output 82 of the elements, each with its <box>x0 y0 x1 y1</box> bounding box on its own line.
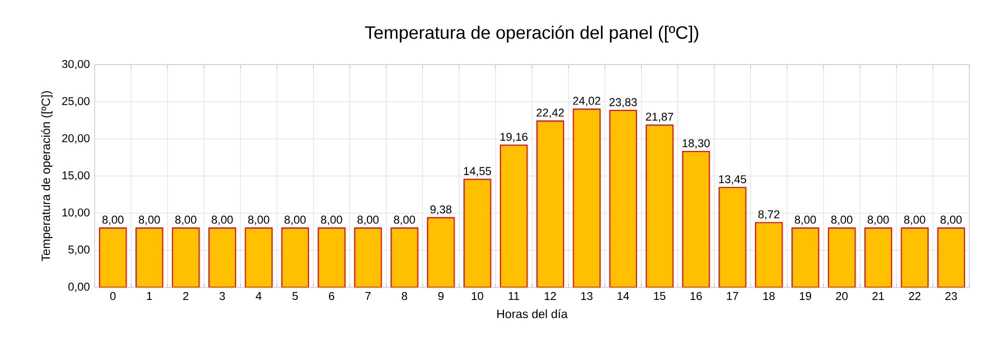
x-tick-label: 8 <box>402 292 408 300</box>
y-tick-label: 30,00 <box>62 60 90 70</box>
data-label: 8,00 <box>831 216 852 226</box>
y-tick-label: 15,00 <box>62 171 90 181</box>
x-tick-label: 17 <box>727 292 738 300</box>
data-label: 8,00 <box>940 216 962 226</box>
data-label: 19,16 <box>500 132 528 142</box>
x-tick-label: 10 <box>472 292 484 300</box>
bar <box>464 179 491 288</box>
bar <box>318 228 345 288</box>
data-label: 22,42 <box>536 108 564 118</box>
y-tick-label: 10,00 <box>62 208 90 218</box>
bar <box>792 228 819 288</box>
x-tick-label: 6 <box>329 292 334 300</box>
data-label: 13,45 <box>719 175 746 185</box>
bar <box>937 227 965 288</box>
data-label: 8,00 <box>175 216 196 226</box>
x-tick-label: 4 <box>256 292 262 300</box>
x-tick-label: 1 <box>147 292 152 300</box>
x-tick-label: 7 <box>365 292 371 300</box>
data-label: 8,00 <box>212 216 233 226</box>
bar <box>100 228 126 288</box>
x-axis-title: Horas del día <box>497 309 568 318</box>
x-tick-label: 2 <box>183 292 188 300</box>
bar <box>719 188 746 288</box>
data-label: 9,38 <box>430 205 452 215</box>
bar <box>245 228 272 288</box>
x-tick-label: 23 <box>945 292 957 300</box>
y-axis-title: Temperatura de operación ([ºC]) <box>41 91 52 262</box>
bar <box>428 218 454 288</box>
bar <box>828 228 856 288</box>
data-label: 18,30 <box>682 139 710 149</box>
y-tick-label: 25,00 <box>62 97 90 106</box>
data-label: 14,55 <box>464 167 492 176</box>
x-tick-label: 3 <box>220 292 225 300</box>
bar <box>573 109 600 288</box>
x-tick-label: 5 <box>292 292 298 300</box>
data-label: 8,72 <box>758 210 780 220</box>
bar <box>646 125 673 288</box>
data-label: 8,00 <box>138 216 160 226</box>
x-tick-label: 18 <box>763 292 775 300</box>
bar <box>610 110 636 288</box>
data-label: 8,00 <box>794 216 816 226</box>
chart-title: Temperatura de operación del panel ([ºC]) <box>365 26 698 43</box>
x-tick-label: 21 <box>872 292 884 300</box>
bar <box>282 228 308 288</box>
bar <box>682 152 710 288</box>
x-tick-label: 9 <box>438 292 444 300</box>
x-tick-label: 0 <box>110 292 116 300</box>
data-label: 8,00 <box>394 216 416 226</box>
data-label: 8,00 <box>357 216 379 226</box>
data-label: 24,02 <box>573 96 600 106</box>
bar <box>172 228 200 288</box>
data-label: 8,00 <box>868 216 889 226</box>
bar <box>391 228 418 288</box>
x-tick-label: 22 <box>908 292 920 300</box>
x-tick-label: 19 <box>800 292 812 300</box>
x-tick-label: 11 <box>508 292 520 300</box>
x-tick-label: 20 <box>836 292 848 300</box>
bar <box>208 228 236 288</box>
bar <box>354 228 382 288</box>
bar <box>756 222 782 288</box>
bar <box>136 228 163 288</box>
y-tick-label: 5,00 <box>68 246 90 255</box>
y-tick-label: 20,00 <box>62 134 90 144</box>
data-label: 8,00 <box>904 216 926 226</box>
data-label: 21,87 <box>646 112 674 122</box>
x-tick-label: 13 <box>581 292 592 300</box>
x-tick-label: 14 <box>618 292 630 300</box>
y-tick-label: 0,00 <box>68 282 90 292</box>
data-label: 23,83 <box>610 98 637 108</box>
x-tick-label: 16 <box>690 292 702 300</box>
bar <box>500 145 528 288</box>
data-label: 8,00 <box>248 216 270 226</box>
x-tick-label: 12 <box>544 292 556 300</box>
data-label: 8,00 <box>284 216 306 226</box>
bar <box>864 228 892 288</box>
data-label: 8,00 <box>102 216 124 226</box>
bar <box>536 120 564 288</box>
x-tick-label: 15 <box>654 292 666 300</box>
data-label: 8,00 <box>321 216 342 226</box>
bar <box>901 228 928 288</box>
